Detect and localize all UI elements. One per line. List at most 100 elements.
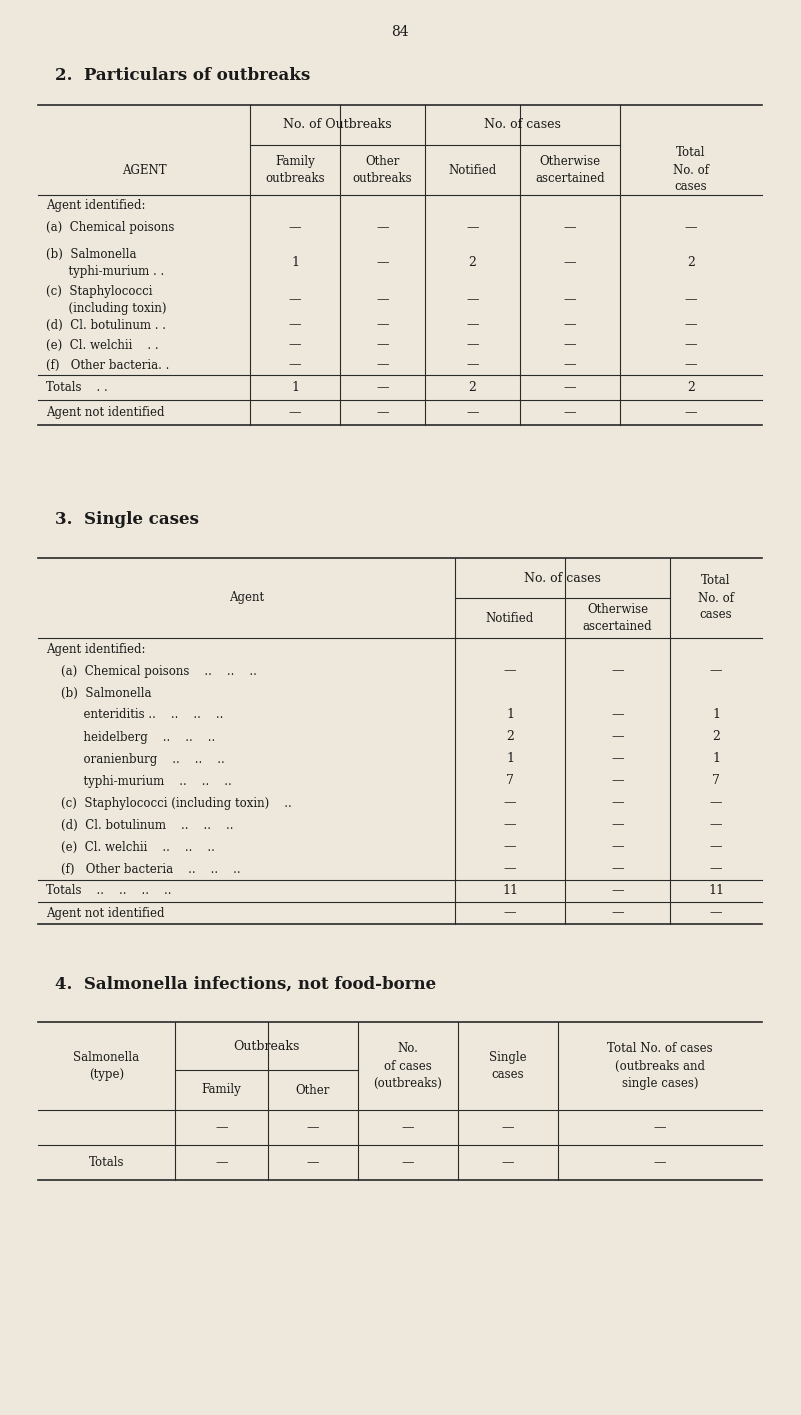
Text: Agent not identified: Agent not identified	[46, 406, 164, 419]
Text: heidelberg    ..    ..    ..: heidelberg .. .. ..	[46, 730, 215, 743]
Text: —: —	[376, 381, 388, 393]
Text: —: —	[564, 381, 576, 393]
Text: AGENT: AGENT	[122, 164, 167, 177]
Text: Otherwise
ascertained: Otherwise ascertained	[535, 156, 605, 185]
Text: Family
outbreaks: Family outbreaks	[265, 156, 325, 185]
Text: —: —	[376, 318, 388, 331]
Text: —: —	[564, 221, 576, 233]
Text: Otherwise
ascertained: Otherwise ascertained	[582, 603, 652, 633]
Text: —: —	[710, 841, 723, 853]
Text: Salmonella
(type): Salmonella (type)	[74, 1051, 139, 1081]
Text: (f)   Other bacteria    ..    ..    ..: (f) Other bacteria .. .. ..	[46, 863, 240, 876]
Text: Notified: Notified	[449, 164, 497, 177]
Text: 2: 2	[469, 256, 477, 269]
Text: —: —	[611, 818, 624, 832]
Text: typhi-murium    ..    ..    ..: typhi-murium .. .. ..	[46, 774, 231, 788]
Text: —: —	[685, 318, 697, 331]
Text: (c)  Staphylococci (including toxin)    ..: (c) Staphylococci (including toxin) ..	[46, 797, 292, 809]
Text: —: —	[376, 221, 388, 233]
Text: —: —	[611, 863, 624, 876]
Text: —: —	[504, 841, 517, 853]
Text: No. of cases: No. of cases	[524, 572, 601, 584]
Text: —: —	[611, 907, 624, 920]
Text: 1: 1	[712, 709, 720, 722]
Text: —: —	[288, 318, 301, 331]
Text: Agent not identified: Agent not identified	[46, 907, 164, 920]
Text: —: —	[611, 709, 624, 722]
Text: 2: 2	[469, 381, 477, 393]
Text: 1: 1	[506, 709, 514, 722]
Text: —: —	[685, 406, 697, 419]
Text: —: —	[564, 338, 576, 351]
Text: 3.  Single cases: 3. Single cases	[55, 511, 199, 528]
Text: Totals: Totals	[89, 1156, 124, 1169]
Text: —: —	[685, 338, 697, 351]
Text: —: —	[611, 753, 624, 766]
Text: (b)  Salmonella: (b) Salmonella	[46, 686, 151, 699]
Text: 2: 2	[687, 256, 695, 269]
Text: 7: 7	[712, 774, 720, 788]
Text: Other
outbreaks: Other outbreaks	[352, 156, 413, 185]
Text: 84: 84	[391, 25, 409, 40]
Text: —: —	[501, 1121, 514, 1133]
Text: —: —	[710, 818, 723, 832]
Text: Total
No. of
cases: Total No. of cases	[698, 574, 734, 621]
Text: —: —	[564, 406, 576, 419]
Text: Total No. of cases
(outbreaks and
single cases): Total No. of cases (outbreaks and single…	[607, 1043, 713, 1090]
Text: No.
of cases
(outbreaks): No. of cases (outbreaks)	[373, 1043, 442, 1090]
Text: (a)  Chemical poisons    ..    ..    ..: (a) Chemical poisons .. .. ..	[46, 665, 257, 678]
Text: —: —	[504, 863, 517, 876]
Text: —: —	[611, 884, 624, 897]
Text: —: —	[504, 818, 517, 832]
Text: —: —	[402, 1121, 414, 1133]
Text: 1: 1	[506, 753, 514, 766]
Text: oranienburg    ..    ..    ..: oranienburg .. .. ..	[46, 753, 225, 766]
Text: —: —	[504, 907, 517, 920]
Text: —: —	[685, 358, 697, 372]
Text: —: —	[376, 358, 388, 372]
Text: —: —	[611, 841, 624, 853]
Text: —: —	[466, 358, 479, 372]
Text: Agent identified:: Agent identified:	[46, 642, 146, 655]
Text: 1: 1	[291, 256, 299, 269]
Text: Family: Family	[202, 1084, 241, 1097]
Text: —: —	[504, 665, 517, 678]
Text: (a)  Chemical poisons: (a) Chemical poisons	[46, 221, 175, 233]
Text: —: —	[466, 338, 479, 351]
Text: —: —	[215, 1121, 227, 1133]
Text: 11: 11	[502, 884, 518, 897]
Text: —: —	[376, 293, 388, 307]
Text: —: —	[611, 797, 624, 809]
Text: —: —	[466, 293, 479, 307]
Text: —: —	[288, 406, 301, 419]
Text: (d)  Cl. botulinum    ..    ..    ..: (d) Cl. botulinum .. .. ..	[46, 818, 234, 832]
Text: —: —	[376, 256, 388, 269]
Text: —: —	[710, 665, 723, 678]
Text: —: —	[501, 1156, 514, 1169]
Text: —: —	[466, 221, 479, 233]
Text: 2: 2	[506, 730, 514, 743]
Text: (e)  Cl. welchii    . .: (e) Cl. welchii . .	[46, 338, 159, 351]
Text: 2: 2	[712, 730, 720, 743]
Text: —: —	[611, 774, 624, 788]
Text: —: —	[288, 338, 301, 351]
Text: —: —	[288, 221, 301, 233]
Text: —: —	[376, 406, 388, 419]
Text: 1: 1	[712, 753, 720, 766]
Text: (d)  Cl. botulinum . .: (d) Cl. botulinum . .	[46, 318, 166, 331]
Text: —: —	[504, 797, 517, 809]
Text: 11: 11	[708, 884, 724, 897]
Text: —: —	[564, 256, 576, 269]
Text: —: —	[307, 1156, 320, 1169]
Text: —: —	[466, 406, 479, 419]
Text: Notified: Notified	[486, 611, 534, 624]
Text: —: —	[466, 318, 479, 331]
Text: Outbreaks: Outbreaks	[233, 1040, 300, 1053]
Text: —: —	[564, 358, 576, 372]
Text: (e)  Cl. welchii    ..    ..    ..: (e) Cl. welchii .. .. ..	[46, 841, 215, 853]
Text: —: —	[376, 338, 388, 351]
Text: 2: 2	[687, 381, 695, 393]
Text: Single
cases: Single cases	[489, 1051, 527, 1081]
Text: Totals    ..    ..    ..    ..: Totals .. .. .. ..	[46, 884, 171, 897]
Text: —: —	[288, 293, 301, 307]
